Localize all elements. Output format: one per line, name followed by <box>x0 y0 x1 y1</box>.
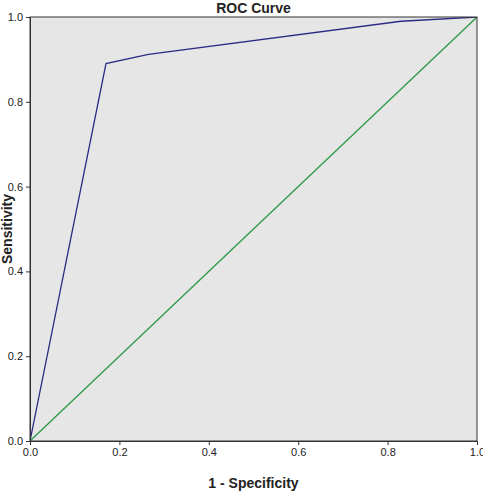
tick: 1.0 <box>8 11 30 23</box>
tick-mark <box>477 441 478 445</box>
x-axis: 0.0 0.2 0.4 0.6 0.8 1.0 <box>23 441 483 458</box>
chart-title: ROC Curve <box>216 0 291 16</box>
lines <box>30 17 477 441</box>
tick-mark <box>26 441 30 442</box>
tick-label: 0.8 <box>380 446 395 458</box>
tick-mark <box>26 271 30 272</box>
tick-label: 1.0 <box>8 11 23 23</box>
tick-label: 0.4 <box>202 446 217 458</box>
plot: 0.0 0.2 0.4 0.6 0.8 1.0 0.0 0.2 0.4 0.6 0.8 1.0 <box>8 11 483 458</box>
tick: 0.6 <box>291 441 306 458</box>
plot-background <box>30 17 477 441</box>
tick: 0.6 <box>8 181 30 193</box>
tick-label: 0.6 <box>291 446 306 458</box>
tick-mark <box>26 187 30 188</box>
tick-mark <box>209 441 210 445</box>
tick-label: 0.0 <box>8 435 23 447</box>
axis-line <box>26 18 31 442</box>
tick: 0.0 <box>8 435 30 447</box>
axis-line <box>31 442 478 446</box>
chart: 0.0 0.2 0.4 0.6 0.8 1.0 0.0 0.2 0.4 0.6 0.8 1.0 ROC … <box>0 0 483 500</box>
tick: 0.8 <box>380 441 395 458</box>
tick: 0.0 <box>23 441 38 458</box>
tick: 0.2 <box>112 441 127 458</box>
x-axis-title: 1 - Specificity <box>208 475 298 491</box>
tick-label: 0.4 <box>8 265 23 277</box>
roc-line <box>30 17 477 441</box>
tick-label: 0.6 <box>8 181 23 193</box>
plot-frame <box>30 17 477 441</box>
tick: 0.4 <box>202 441 217 458</box>
tick: 1.0 <box>470 441 483 458</box>
tick-mark <box>26 102 30 103</box>
tick: 0.4 <box>8 265 30 277</box>
tick-mark <box>298 441 299 445</box>
tick-mark <box>26 17 30 18</box>
tick-mark <box>26 356 30 357</box>
tick-mark <box>119 441 120 445</box>
tick-label: 0.8 <box>8 96 23 108</box>
tick-label: 1.0 <box>470 446 483 458</box>
y-axis-title: Sensitivity <box>0 194 15 264</box>
tick-label: 0.0 <box>23 446 38 458</box>
tick-mark <box>388 441 389 445</box>
tick-label: 0.2 <box>8 350 23 362</box>
tick: 0.2 <box>8 350 30 362</box>
tick-label: 0.2 <box>112 446 127 458</box>
tick: 0.8 <box>8 96 30 108</box>
roc-line <box>30 17 477 441</box>
